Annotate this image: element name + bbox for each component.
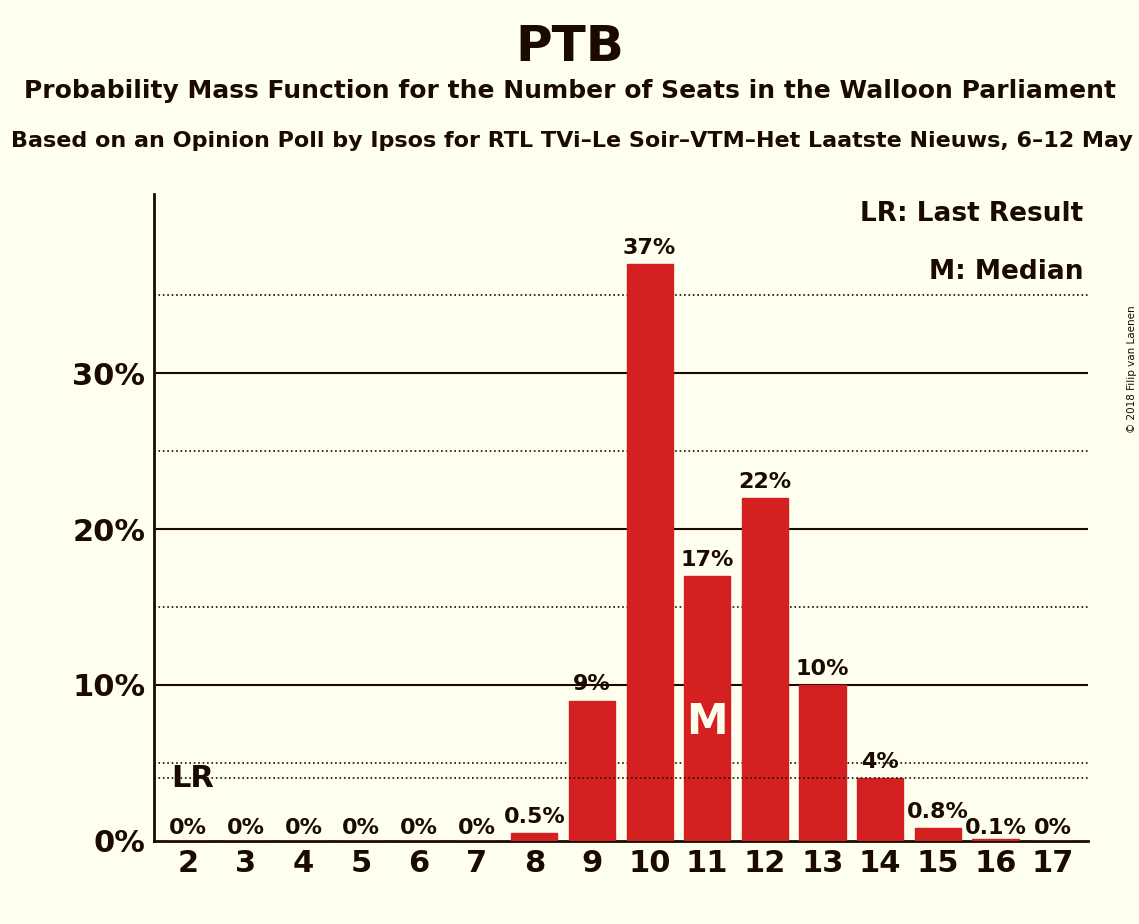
Text: 22%: 22% bbox=[738, 472, 792, 492]
Text: © 2018 Filip van Laenen: © 2018 Filip van Laenen bbox=[1126, 306, 1137, 433]
Bar bbox=[915, 829, 961, 841]
Text: PTB: PTB bbox=[515, 23, 624, 71]
Text: 9%: 9% bbox=[573, 675, 611, 694]
Text: 0%: 0% bbox=[343, 818, 380, 838]
Text: Probability Mass Function for the Number of Seats in the Walloon Parliament: Probability Mass Function for the Number… bbox=[24, 79, 1115, 103]
Bar bbox=[973, 839, 1018, 841]
Text: 0%: 0% bbox=[458, 818, 495, 838]
Bar bbox=[741, 498, 788, 841]
Text: Based on an Opinion Poll by Ipsos for RTL TVi–Le Soir–VTM–Het Laatste Nieuws, 6–: Based on an Opinion Poll by Ipsos for RT… bbox=[11, 131, 1139, 152]
Text: LR: Last Result: LR: Last Result bbox=[860, 201, 1083, 226]
Text: 4%: 4% bbox=[861, 752, 899, 772]
Text: 0%: 0% bbox=[227, 818, 265, 838]
Text: 0.8%: 0.8% bbox=[907, 802, 969, 822]
Text: 0%: 0% bbox=[170, 818, 207, 838]
Text: 0%: 0% bbox=[1034, 818, 1072, 838]
Text: 0%: 0% bbox=[285, 818, 322, 838]
Text: M: M bbox=[687, 700, 728, 743]
Bar bbox=[511, 833, 557, 841]
Text: 37%: 37% bbox=[623, 238, 677, 258]
Text: 0%: 0% bbox=[400, 818, 439, 838]
Bar bbox=[626, 264, 673, 841]
Bar bbox=[685, 576, 730, 841]
Bar bbox=[568, 700, 615, 841]
Bar bbox=[800, 685, 845, 841]
Text: 0.1%: 0.1% bbox=[965, 818, 1026, 838]
Text: LR: LR bbox=[171, 764, 214, 793]
Text: 17%: 17% bbox=[680, 550, 734, 570]
Text: M: Median: M: Median bbox=[928, 259, 1083, 285]
Text: 10%: 10% bbox=[796, 659, 850, 679]
Bar bbox=[858, 779, 903, 841]
Text: 0.5%: 0.5% bbox=[503, 807, 565, 827]
